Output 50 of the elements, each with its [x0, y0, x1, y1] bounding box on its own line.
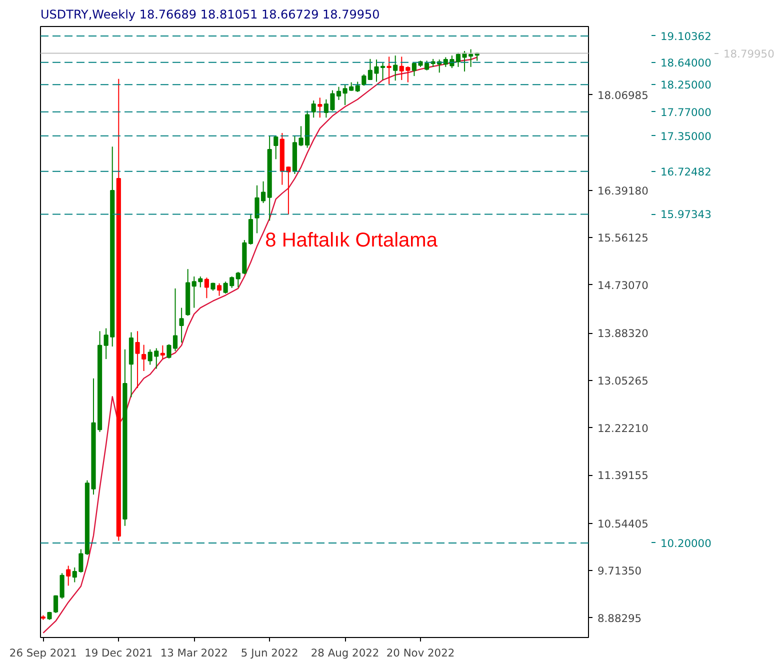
- x-tick-label: 13 Mar 2022: [160, 646, 228, 660]
- candlestick: [60, 572, 64, 600]
- candlestick: [386, 56, 392, 85]
- x-tick-label: 19 Dec 2021: [84, 646, 153, 660]
- ref-line-label: 16.72482: [660, 165, 712, 178]
- candlestick: [204, 277, 209, 299]
- candlestick: [72, 566, 77, 583]
- y-tick-label: 8.88295: [598, 612, 642, 625]
- ref-line-label: 18.79950: [724, 47, 775, 60]
- candlestick: [179, 307, 184, 344]
- y-tick-label: 16.39180: [598, 184, 649, 198]
- candlestick: [198, 276, 203, 288]
- y-tick-label: 18.06985: [598, 88, 648, 102]
- y-tick-label: 14.73070: [598, 278, 649, 292]
- candlestick: [216, 282, 222, 296]
- x-tick-label: 20 Nov 2022: [386, 646, 455, 660]
- candlestick: [66, 565, 71, 586]
- candlestick: [311, 100, 316, 118]
- candlestick: [393, 55, 398, 82]
- ref-line-label: 18.25000: [660, 78, 712, 92]
- y-tick-label: 13.05265: [598, 374, 648, 388]
- y-tick-label: 15.56125: [598, 232, 648, 245]
- candlestick: [135, 330, 140, 389]
- annotation: 8 Haftalık Ortalama: [265, 229, 438, 252]
- candlestick: [236, 271, 240, 288]
- ref-line-label: 10.20000: [660, 536, 712, 550]
- candlestick: [192, 276, 196, 308]
- candlestick: [274, 135, 278, 160]
- ref-line-label: 15.97343: [660, 208, 712, 222]
- y-tick-label: 11.39155: [598, 469, 648, 482]
- ref-line-label: 19.10362: [660, 30, 712, 43]
- x-tick-label: 26 Sep 2021: [9, 646, 77, 660]
- candlestick: [362, 74, 366, 86]
- candlestick: [248, 214, 254, 246]
- y-tick-label: 13.88320: [598, 327, 649, 340]
- candlestick: [142, 344, 146, 372]
- candlestick: [318, 97, 322, 118]
- y-tick-label: 9.71350: [598, 564, 642, 578]
- x-tick-label: 28 Aug 2022: [310, 646, 380, 660]
- candlestick: [355, 81, 360, 92]
- candlestick: [53, 594, 58, 614]
- chart-title: USDTRY,Weekly 18.76689 18.81051 18.66729 18.79950: [40, 8, 380, 22]
- ref-line-label: 18.64000: [660, 56, 712, 70]
- ref-line-label: 17.77000: [660, 106, 712, 119]
- y-tick-label: 12.22210: [598, 422, 649, 435]
- candlestick: [160, 344, 165, 360]
- ref-line-label: 17.35000: [660, 130, 712, 143]
- candlestick: [78, 548, 84, 574]
- x-tick-label: 5 Jun 2022: [240, 646, 298, 660]
- y-tick-label: 10.54405: [598, 517, 648, 530]
